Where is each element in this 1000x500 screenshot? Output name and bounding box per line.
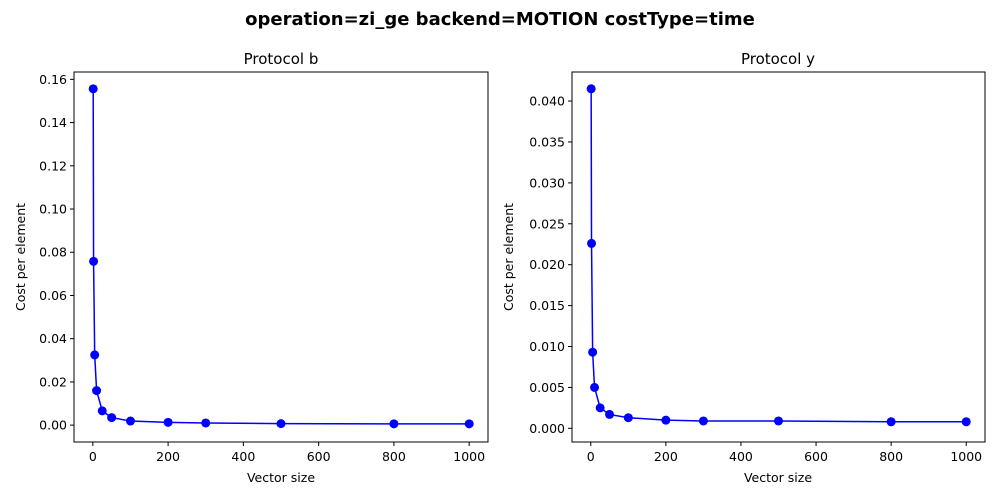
x-tick-label: 400 bbox=[729, 449, 753, 464]
y-tick-label: 0.030 bbox=[529, 175, 565, 190]
y-axis-label: Cost per element bbox=[501, 203, 516, 311]
chart-panel-protocol-b: Protocol b Vector size Cost per element … bbox=[13, 50, 489, 485]
y-tick-label: 0.005 bbox=[529, 380, 565, 395]
y-tick-label: 0.12 bbox=[39, 158, 67, 173]
y-tick-label: 0.04 bbox=[39, 331, 67, 346]
data-point bbox=[774, 416, 783, 426]
data-point bbox=[586, 84, 596, 94]
x-tick-label: 0 bbox=[89, 449, 97, 464]
data-point bbox=[163, 417, 173, 427]
data-point bbox=[464, 419, 474, 429]
x-axis-label: Vector size bbox=[247, 470, 315, 485]
data-point bbox=[97, 406, 107, 416]
y-tick-label: 0.14 bbox=[39, 115, 67, 130]
axes-frame bbox=[571, 71, 986, 443]
x-tick-label: 800 bbox=[879, 449, 903, 464]
data-point bbox=[587, 238, 597, 248]
x-tick-label: 400 bbox=[231, 449, 255, 464]
y-tick-label: 0.040 bbox=[529, 94, 565, 109]
x-tick-label: 1000 bbox=[453, 449, 485, 464]
data-point bbox=[276, 419, 286, 429]
axes-frame bbox=[73, 71, 489, 443]
x-tick-label: 1000 bbox=[950, 449, 982, 464]
chart-panel-protocol-y: Protocol y Vector size Cost per element … bbox=[501, 50, 986, 485]
data-point bbox=[201, 418, 211, 428]
data-point bbox=[90, 350, 100, 360]
y-axis-label: Cost per element bbox=[13, 203, 28, 311]
chart-title: Protocol b bbox=[244, 50, 319, 68]
y-tick-label: 0.00 bbox=[39, 418, 67, 433]
x-tick-label: 600 bbox=[307, 449, 331, 464]
series-line bbox=[590, 88, 967, 423]
x-axis-label: Vector size bbox=[744, 470, 812, 485]
data-point bbox=[605, 409, 615, 419]
data-point bbox=[89, 256, 99, 266]
y-tick-label: 0.08 bbox=[39, 245, 67, 260]
series-line bbox=[92, 88, 470, 425]
data-point bbox=[661, 415, 671, 425]
data-point bbox=[590, 382, 600, 392]
data-point bbox=[698, 416, 708, 426]
y-tick-label: 0.02 bbox=[39, 374, 67, 389]
data-point bbox=[886, 417, 896, 427]
data-point bbox=[389, 419, 399, 429]
y-tick-label: 0.035 bbox=[529, 134, 565, 149]
figure-suptitle: operation=zi_ge backend=MOTION costType=… bbox=[245, 9, 755, 30]
y-tick-label: 0.025 bbox=[529, 216, 565, 231]
data-point bbox=[588, 347, 598, 357]
data-point bbox=[961, 417, 971, 427]
data-point bbox=[595, 403, 605, 413]
data-point bbox=[92, 386, 102, 396]
x-tick-label: 800 bbox=[382, 449, 406, 464]
chart-title: Protocol y bbox=[741, 50, 815, 68]
y-tick-label: 0.000 bbox=[529, 421, 565, 436]
y-tick-label: 0.10 bbox=[39, 202, 67, 217]
y-tick-label: 0.06 bbox=[39, 288, 67, 303]
data-point bbox=[88, 84, 98, 94]
y-tick-label: 0.010 bbox=[529, 339, 565, 354]
x-tick-label: 600 bbox=[804, 449, 828, 464]
y-tick-label: 0.16 bbox=[39, 72, 67, 87]
y-tick-label: 0.015 bbox=[529, 298, 565, 313]
x-tick-label: 200 bbox=[156, 449, 180, 464]
x-tick-label: 0 bbox=[587, 449, 595, 464]
y-tick-label: 0.020 bbox=[529, 257, 565, 272]
x-tick-label: 200 bbox=[654, 449, 678, 464]
data-point bbox=[623, 413, 633, 423]
data-point bbox=[125, 416, 135, 426]
data-point bbox=[107, 413, 117, 423]
